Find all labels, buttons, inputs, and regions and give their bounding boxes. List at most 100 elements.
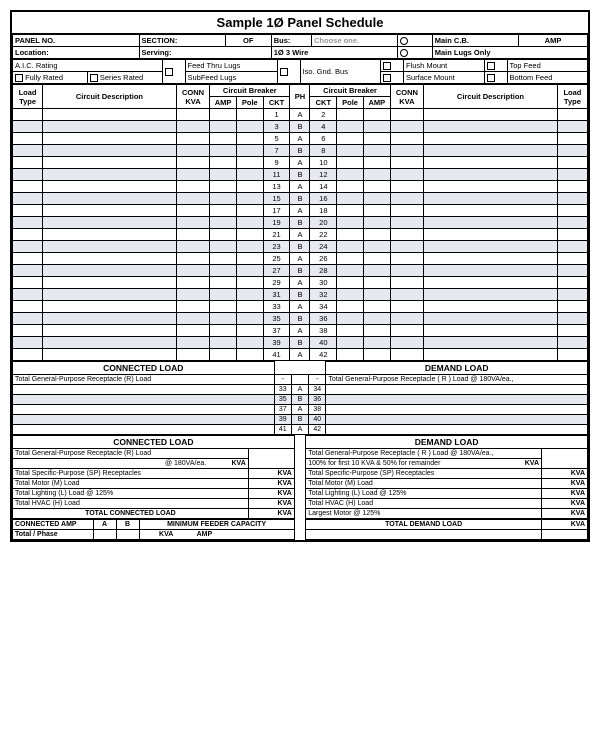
ckt-left: 15 [263,193,290,205]
ckt-right: 2 [310,109,337,121]
sum-gp-r: Total General-Purpose Receptacle ( R ) L… [306,449,542,459]
circuit-row: 29A30 [13,277,588,289]
col-connkva-r: CONN KVA [390,85,423,109]
bottom-cb[interactable] [484,72,507,84]
circuit-row: 39B40 [13,337,588,349]
total-gp-r: Total General-Purpose Receptacle ( R ) L… [326,375,588,385]
col-pole-l: Pole [236,97,263,109]
load-section-1: CONNECTED LOAD DEMAND LOAD Total General… [12,361,588,435]
ckt-right: 18 [310,205,337,217]
ckt-right: 28 [310,265,337,277]
phase: B [290,169,310,181]
dem-load-hdr: DEMAND LOAD [326,362,588,375]
circuit-row: 41A42 [13,349,588,361]
seriesrated[interactable]: Series Rated [87,72,162,84]
location-label: Location: [13,47,140,59]
main-lugs-label: Main Lugs Only [432,47,587,59]
phase: B [290,217,310,229]
phase: B [290,313,310,325]
ckt-right: 34 [310,301,337,313]
ckt-left: 5 [263,133,290,145]
ckt-left: 1 [263,109,290,121]
footer-table: CONNECTED AMP A B MINIMUM FEEDER CAPACIT… [12,519,588,540]
ckt-right: 14 [310,181,337,193]
ckt-right: 40 [310,337,337,349]
ckt-right: 4 [310,121,337,133]
ckt-right: 26 [310,253,337,265]
circuit-row: 7B8 [13,145,588,157]
phase: B [290,337,310,349]
phase: A [290,277,310,289]
aic-label: A.I.C. Rating [13,60,163,72]
ckt-left: 29 [263,277,290,289]
main-cb-radio[interactable] [398,35,433,47]
phase: B [290,145,310,157]
feedthru-label: Feed Thru Lugs [185,60,277,72]
ckt-right: 24 [310,241,337,253]
phase: B [290,121,310,133]
circuit-row: 3B4 [13,121,588,133]
ckt-left: 13 [263,181,290,193]
panel-no-label: PANEL NO. [13,35,140,47]
circuit-row: 1A2 [13,109,588,121]
sec2-row: 41A42 [13,425,588,435]
sec2-row: 37A38 [13,405,588,415]
ckt-right: 22 [310,229,337,241]
title: Sample 1Ø Panel Schedule [12,12,588,34]
ckt-left: 39 [263,337,290,349]
ckt-right: 8 [310,145,337,157]
sum-gp-l: Total General-Purpose Receptacle (R) Loa… [13,449,249,459]
col-ckt-r: CKT [310,97,337,109]
topfeed-cb[interactable] [484,60,507,72]
fullyrated[interactable]: Fully Rated [13,72,88,84]
bus-value[interactable]: Choose one. [312,35,398,47]
phase: A [290,349,310,361]
total-gp-l: Total General-Purpose Receptacle (R) Loa… [13,375,275,385]
subfeed-label: SubFeed Lugs [185,72,277,84]
col-cb-r: Circuit Breaker [310,85,390,97]
col-ckt-l: CKT [263,97,290,109]
phase: A [290,133,310,145]
ckt-left: 31 [263,289,290,301]
section-label: SECTION: [139,35,225,47]
ckt-left: 9 [263,157,290,169]
ckt-right: 10 [310,157,337,169]
dem-load-hdr2: DEMAND LOAD [306,436,588,449]
phase: B [290,193,310,205]
ckt-left: 33 [263,301,290,313]
of-label: OF [225,35,271,47]
summary-table: CONNECTED LOAD DEMAND LOAD Total General… [12,435,588,519]
ckt-right: 16 [310,193,337,205]
phase: A [290,325,310,337]
ckt-right: 30 [310,277,337,289]
circuit-row: 19B20 [13,217,588,229]
options-table: A.I.C. Rating Feed Thru Lugs Iso. Gnd. B… [12,59,588,84]
phase: A [290,205,310,217]
circuit-row: 9A10 [13,157,588,169]
circuit-row: 11B12 [13,169,588,181]
flush-cb[interactable] [381,60,404,72]
ckt-right: 38 [310,325,337,337]
feedthru-cb[interactable] [162,60,185,84]
conn-load-hdr2: CONNECTED LOAD [13,436,295,449]
phase: A [290,253,310,265]
amp-label: AMP [519,35,588,47]
circuit-row: 15B16 [13,193,588,205]
ckt-left: 7 [263,145,290,157]
header-table: PANEL NO. SECTION: OF Bus: Choose one. M… [12,34,588,59]
bus-label: Bus: [271,35,311,47]
main-lugs-radio[interactable] [398,47,433,59]
surface-cb[interactable] [381,72,404,84]
circuit-row: 23B24 [13,241,588,253]
circuit-row: 5A6 [13,133,588,145]
circuit-row: 27B28 [13,265,588,277]
circuit-row: 21A22 [13,229,588,241]
phase: A [290,109,310,121]
ckt-left: 3 [263,121,290,133]
isognd-cb[interactable] [277,60,300,84]
circuit-row: 35B36 [13,313,588,325]
ckt-right: 32 [310,289,337,301]
ckt-left: 35 [263,313,290,325]
ckt-right: 20 [310,217,337,229]
ckt-left: 11 [263,169,290,181]
